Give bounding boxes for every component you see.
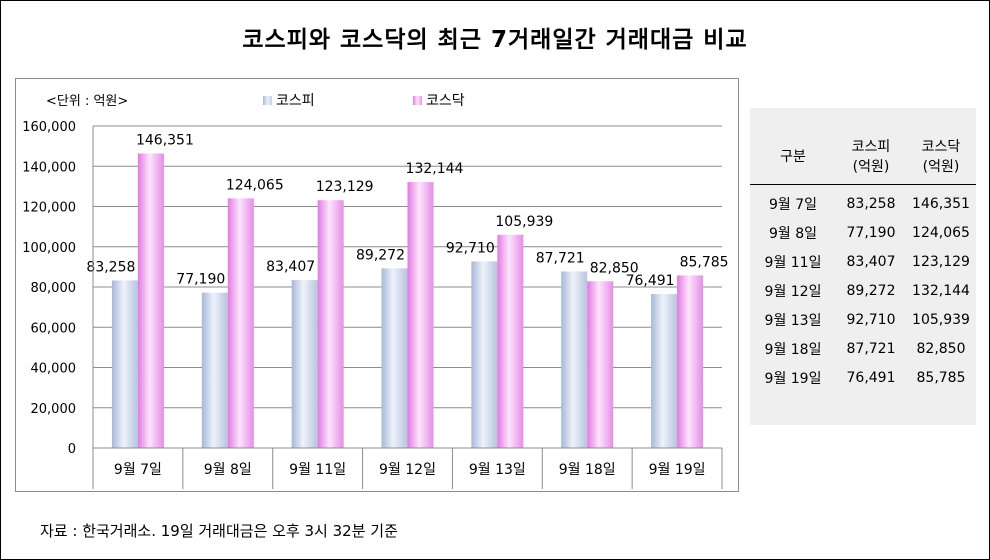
table-header-date: 구분: [750, 128, 836, 185]
bar-kosdaq: [137, 153, 164, 448]
chart-area: 83,258 146,351 77,190 124,065 83,407 123,129 8…: [15, 78, 739, 492]
table-header-kospi: 코스피: [851, 139, 891, 155]
x-tick-label: 9월 8일: [204, 462, 252, 478]
table-row: 9월 12일 89,272 132,144: [750, 276, 976, 305]
table-cell-date: 9월 11일: [764, 254, 822, 271]
y-tick-label: 140,000: [22, 160, 76, 175]
table-header-kosdaq-unit: (억원): [906, 156, 976, 185]
y-tick-label: 40,000: [31, 362, 77, 377]
x-tick-label: 9월 13일: [469, 462, 526, 478]
table-cell-date: 9월 18일: [764, 341, 822, 358]
y-tick-label: 0: [68, 442, 76, 457]
legend-kosdaq-swatch: [413, 95, 422, 105]
table-cell-kospi: 87,721: [846, 340, 896, 357]
table-cell-kosdaq: 123,129: [912, 253, 970, 270]
table-cell-kosdaq: 82,850: [916, 340, 966, 357]
table-header-kospi-unit: (억원): [836, 156, 906, 185]
unit-label: <단위 : 억원>: [46, 94, 129, 109]
y-tick-label: 100,000: [22, 241, 76, 256]
table-row: 9월 13일 92,710 105,939: [750, 305, 976, 334]
bar-kospi: [381, 268, 408, 448]
bar-chart: 83,258 146,351 77,190 124,065 83,407 123,129 8…: [22, 120, 729, 489]
table-cell-kospi: 83,258: [846, 195, 896, 212]
bar-kosdaq: [497, 234, 524, 448]
y-tick-label: 60,000: [31, 321, 77, 336]
legend-kosdaq: 코스닥: [413, 90, 465, 110]
table-row: 9월 7일 83,258 146,351: [750, 185, 976, 219]
x-tick-label: 9월 11일: [289, 462, 346, 478]
table-cell-kosdaq: 85,785: [916, 369, 966, 386]
table-cell-kospi: 76,491: [846, 369, 896, 386]
data-label-kospi: 89,272: [356, 247, 405, 263]
legend-kospi-swatch: [263, 95, 272, 105]
bar-kospi: [291, 280, 318, 448]
bar-kosdaq: [317, 200, 344, 448]
data-label-kospi: 92,710: [446, 240, 495, 256]
table-cell-kosdaq: 124,065: [912, 224, 970, 241]
data-label-kospi: 83,407: [266, 259, 315, 275]
bar-kospi: [561, 271, 588, 448]
data-label-kosdaq: 105,939: [495, 214, 553, 230]
bar-kospi: [471, 261, 498, 448]
y-tick-label: 120,000: [22, 201, 76, 216]
x-tick-label: 9월 12일: [379, 462, 436, 478]
table-row: 9월 19일 76,491 85,785: [750, 363, 976, 392]
source-note: 자료 : 한국거래소. 19일 거래대금은 오후 3시 32분 기준: [40, 522, 398, 540]
data-label-kosdaq: 132,144: [406, 161, 464, 177]
table-cell-date: 9월 7일: [768, 196, 818, 213]
data-label-kospi: 76,491: [626, 273, 675, 289]
table-cell-kosdaq: 132,144: [912, 282, 970, 299]
table-cell-kospi: 83,407: [846, 253, 896, 270]
data-label-kospi: 87,721: [536, 250, 585, 266]
table-cell-date: 9월 8일: [768, 225, 818, 242]
data-table-panel: 구분 코스피 코스닥 (억원) (억원) 9월 7일 83,258 146,351 …: [750, 108, 976, 425]
bar-kosdaq: [407, 182, 434, 448]
table-cell-kospi: 92,710: [846, 311, 896, 328]
table-cell-kosdaq: 146,351: [912, 195, 970, 212]
bar-kospi: [651, 294, 678, 448]
y-tick-label: 20,000: [31, 402, 77, 417]
y-tick-label: 80,000: [31, 281, 77, 296]
bar-kosdaq: [677, 275, 704, 448]
legend-kospi-label: 코스피: [276, 93, 315, 109]
x-tick-label: 9월 18일: [559, 462, 616, 478]
table-row: 9월 18일 87,721 82,850: [750, 334, 976, 363]
table-row: 9월 11일 83,407 123,129: [750, 247, 976, 276]
legend-kosdaq-label: 코스닥: [426, 93, 465, 109]
data-label-kospi: 77,190: [176, 272, 225, 288]
table-cell-date: 9월 12일: [764, 283, 822, 300]
page-title: 코스피와 코스닥의 최근 7거래일간 거래대금 비교: [242, 27, 748, 53]
x-tick-label: 9월 19일: [649, 462, 706, 478]
data-label-kosdaq: 82,850: [590, 260, 639, 276]
y-tick-label: 160,000: [22, 120, 76, 135]
table-cell-kosdaq: 105,939: [912, 311, 970, 328]
data-label-kosdaq: 85,785: [680, 254, 729, 270]
bar-kospi: [201, 292, 228, 448]
table-cell-date: 9월 19일: [764, 370, 822, 387]
bar-kospi: [111, 280, 138, 448]
legend-kospi: 코스피: [263, 90, 315, 110]
data-label-kosdaq: 124,065: [226, 177, 284, 193]
bar-kosdaq: [227, 198, 254, 448]
table-cell-kospi: 89,272: [846, 282, 896, 299]
table-row: 9월 8일 77,190 124,065: [750, 218, 976, 247]
data-table: 구분 코스피 코스닥 (억원) (억원) 9월 7일 83,258 146,351 …: [750, 128, 976, 392]
data-label-kospi: 83,258: [86, 259, 135, 275]
data-label-kosdaq: 146,351: [136, 132, 194, 148]
table-cell-date: 9월 13일: [764, 312, 822, 329]
x-tick-label: 9월 7일: [114, 462, 162, 478]
table-cell-kospi: 77,190: [846, 224, 896, 241]
data-label-kosdaq: 123,129: [316, 179, 374, 195]
table-header-kosdaq: 코스닥: [921, 139, 961, 155]
bar-kosdaq: [587, 281, 614, 448]
